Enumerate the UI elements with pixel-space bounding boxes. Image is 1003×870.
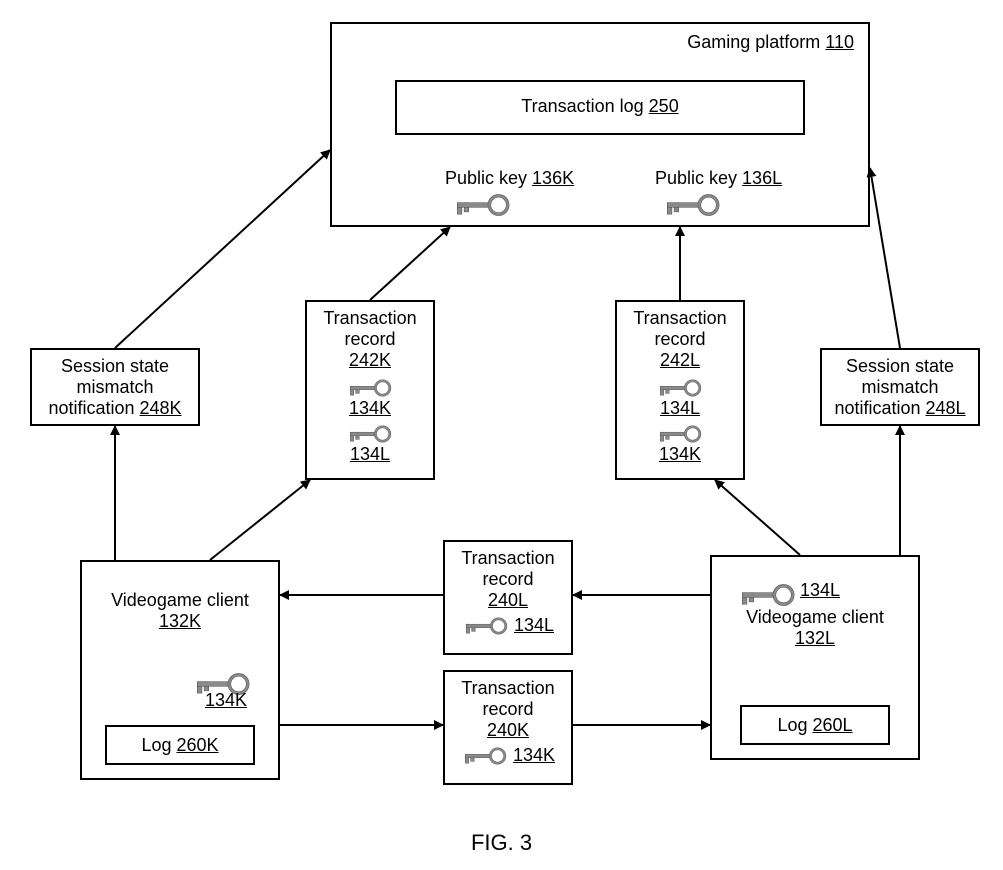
txn-mid-l-content: Transaction record 240L 134L [445,542,571,642]
key-icon [461,747,509,765]
session-mismatch-k-box: Session state mismatch notification 248K [30,348,200,426]
transaction-log-label: Transaction log 250 [397,82,803,117]
session-k-content: Session state mismatch notification 248K [32,350,198,425]
txn-up-l-content: Transaction record 242L 134L 134K [617,302,743,471]
key-icon [462,617,510,635]
session-k-line3: notification 248K [36,398,194,419]
transaction-log-text: Transaction log [521,96,648,116]
platform-title: Gaming platform 110 [332,24,868,53]
key-icon [455,193,510,217]
client-l-log-label: Log 260L [742,707,888,736]
transaction-log-box: Transaction log 250 [395,80,805,135]
key-icon [740,583,795,607]
session-k-line1: Session state [36,356,194,377]
key-icon [346,379,394,397]
client-k-log-box: Log 260K [105,725,255,765]
client-k-key-ref: 134K [205,690,247,711]
public-key-k-text: Public key [445,168,532,188]
public-key-k: Public key 136K [445,168,574,189]
platform-title-text: Gaming platform [687,32,825,52]
client-l-key-ref: 134L [800,580,840,601]
transaction-record-240l-box: Transaction record 240L 134L [443,540,573,655]
transaction-record-240k-box: Transaction record 240K 134K [443,670,573,785]
session-l-line3: notification 248L [826,398,974,419]
client-l-log-box: Log 260L [740,705,890,745]
transaction-record-242l-box: Transaction record 242L 134L 134K [615,300,745,480]
key-icon [656,425,704,443]
txn-up-k-content: Transaction record 242K 134K 134L [307,302,433,471]
client-k-log-label: Log 260K [107,727,253,756]
public-key-l-ref: 136L [742,168,782,188]
transaction-record-242k-box: Transaction record 242K 134K 134L [305,300,435,480]
session-k-line2: mismatch [36,377,194,398]
public-key-l: Public key 136L [655,168,782,189]
session-l-line2: mismatch [826,377,974,398]
session-mismatch-l-box: Session state mismatch notification 248L [820,348,980,426]
public-key-k-ref: 136K [532,168,574,188]
diagram-root: Gaming platform 110 Transaction log 250 … [0,0,1003,870]
client-k-content: Videogame client 132K [82,562,278,636]
key-icon [656,379,704,397]
session-l-line1: Session state [826,356,974,377]
transaction-log-ref: 250 [649,96,679,116]
key-icon [346,425,394,443]
platform-title-ref: 110 [825,32,854,52]
figure-label: FIG. 3 [0,830,1003,856]
txn-mid-k-content: Transaction record 240K 134K [445,672,571,772]
session-l-content: Session state mismatch notification 248L [822,350,978,425]
public-key-l-text: Public key [655,168,742,188]
key-icon [665,193,720,217]
